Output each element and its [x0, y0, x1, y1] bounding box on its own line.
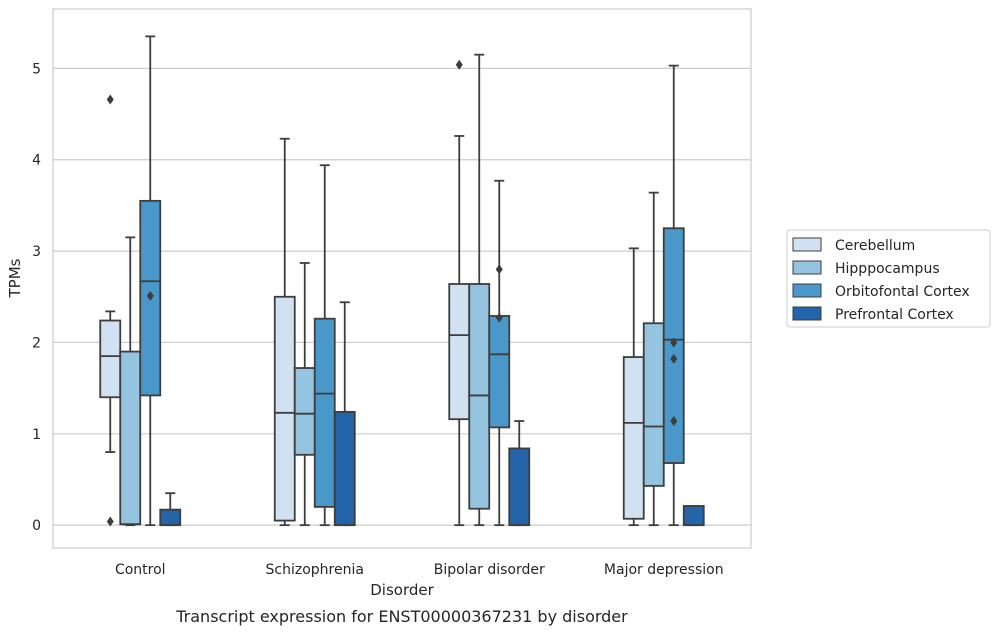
box-iqr — [99, 319, 122, 399]
outlier-point — [106, 94, 114, 105]
outlier-point — [670, 337, 678, 348]
x-tick-label: Bipolar disorder — [434, 562, 545, 578]
box-iqr — [159, 508, 182, 527]
y-tick-label: 2 — [32, 335, 41, 351]
outlier-point — [455, 59, 463, 70]
box-iqr — [508, 447, 531, 527]
outlier-point — [495, 264, 503, 275]
legend-label: Orbitofontal Cortex — [835, 284, 970, 300]
box-3-0 — [159, 492, 182, 527]
box-iqr — [273, 295, 296, 522]
legend-label: Prefrontal Cortex — [835, 307, 954, 323]
box-iqr — [642, 322, 665, 487]
box-iqr — [622, 356, 645, 520]
box-iqr — [293, 367, 316, 456]
box-groups — [99, 35, 705, 527]
box-3-2 — [508, 420, 531, 527]
box-0-3 — [622, 247, 645, 527]
legend-swatch — [792, 237, 822, 252]
y-tick-label: 4 — [32, 153, 41, 169]
y-tick-label: 0 — [32, 518, 41, 534]
x-tick-labels: Control Schizophrenia Bipolar disorder Majo… — [115, 562, 724, 578]
box-0-0 — [99, 94, 122, 527]
box-3-1 — [333, 301, 356, 527]
legend-label: Hipppocampus — [835, 261, 940, 277]
y-tick-label: 5 — [32, 61, 41, 77]
box-iqr — [488, 315, 511, 429]
box-iqr — [333, 410, 356, 527]
legend-swatch — [792, 260, 822, 275]
box-1-3 — [642, 191, 665, 527]
x-tick-label: Control — [115, 562, 166, 578]
box-2-1 — [313, 164, 336, 527]
plot-frame — [52, 8, 752, 549]
chart-title: Transcript expression for ENST0000036723… — [175, 607, 628, 626]
legend-swatch — [792, 283, 822, 298]
box-1-0 — [119, 236, 142, 527]
box-iqr — [468, 283, 491, 510]
box-3-3 — [682, 505, 705, 527]
box-iqr — [448, 283, 471, 421]
y-tick-label: 3 — [32, 244, 41, 260]
box-2-2 — [488, 179, 511, 527]
outlier-point — [670, 353, 678, 364]
box-0-2 — [448, 59, 471, 527]
legend-frame — [786, 229, 991, 328]
outlier-point — [670, 416, 678, 427]
box-2-3 — [662, 64, 685, 527]
outlier-point — [106, 516, 114, 527]
y-tick-label: 1 — [32, 427, 41, 443]
x-axis-label: Disorder — [370, 581, 434, 599]
box-iqr — [682, 505, 705, 527]
box-iqr — [313, 317, 336, 508]
box-iqr — [119, 350, 142, 526]
x-tick-label: Major depression — [604, 562, 724, 578]
legend-swatch — [792, 306, 822, 321]
x-tick-label: Schizophrenia — [266, 562, 364, 578]
y-tick-labels: 0 1 2 3 4 5 — [32, 61, 41, 534]
box-2-0 — [139, 35, 162, 527]
outlier-point — [146, 290, 154, 301]
legend-label: Cerebellum — [835, 238, 915, 254]
y-axis-label: TPMs — [6, 258, 24, 298]
outlier-point — [495, 312, 503, 323]
legend: Cerebellum Hipppocampus Orbitofontal Corte… — [786, 229, 991, 328]
